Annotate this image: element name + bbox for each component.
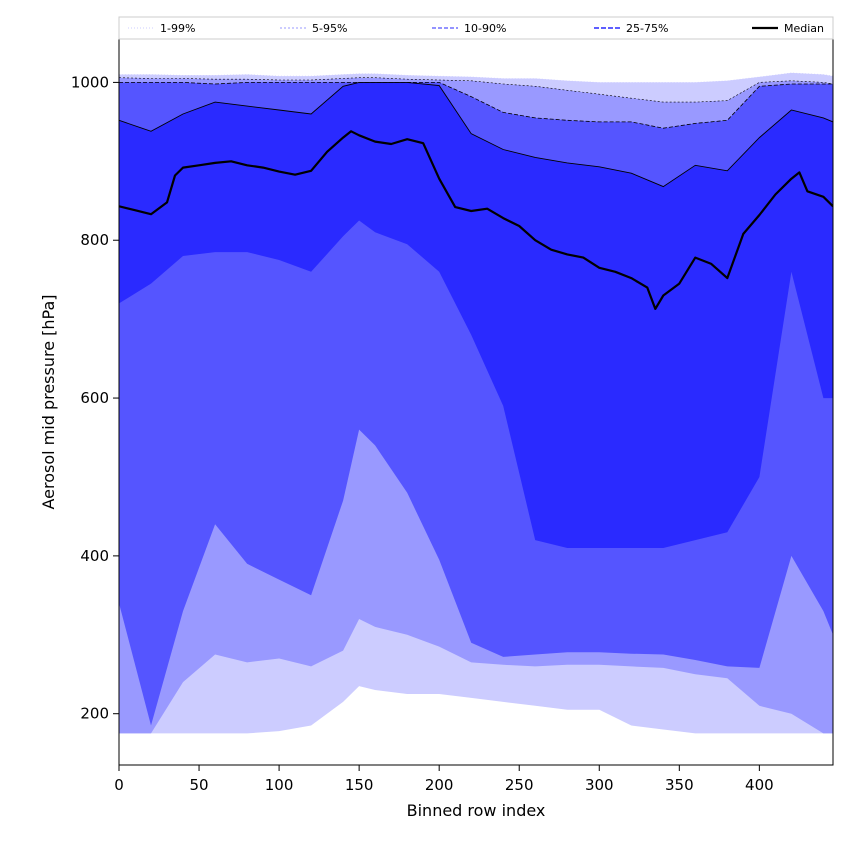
percentile-band-edges (119, 72, 833, 188)
legend-label-p1_99: 1-99% (160, 22, 195, 35)
x-tick-label: 150 (345, 776, 374, 794)
y-tick-label: 600 (80, 389, 109, 407)
x-tick-label: 50 (189, 776, 208, 794)
x-tick-label: 0 (114, 776, 124, 794)
median-layer (119, 130, 833, 310)
y-axis: 200 400 600 800 1000 (71, 73, 119, 723)
legend-label-p25_75: 25-75% (626, 22, 668, 35)
percentile-bands (119, 72, 833, 734)
x-tick-label: 100 (265, 776, 294, 794)
x-axis-label: Binned row index (407, 801, 546, 820)
x-tick-label: 350 (665, 776, 694, 794)
band-upper-edge-p10_90 (119, 82, 833, 129)
median-line (119, 130, 833, 310)
x-tick-label: 300 (585, 776, 614, 794)
x-tick-label: 250 (505, 776, 534, 794)
y-axis-label: Aerosol mid pressure [hPa] (39, 294, 58, 509)
y-tick-label: 1000 (71, 73, 109, 91)
y-tick-label: 800 (80, 231, 109, 249)
x-axis: 0 50 100 150 200 250 300 350 400 (114, 765, 774, 794)
legend-label-p10_90: 10-90% (464, 22, 506, 35)
legend-label-median: Median (784, 22, 824, 35)
band-upper-edge-p5_95 (119, 77, 833, 103)
legend-box (118, 16, 834, 40)
x-tick-label: 400 (745, 776, 774, 794)
legend: 1-99% 5-95% 10-90% 25-75% Median (118, 16, 834, 40)
band-p25_75 (119, 82, 833, 549)
y-tick-label: 200 (80, 705, 109, 723)
legend-label-p5_95: 5-95% (312, 22, 347, 35)
x-tick-label: 200 (425, 776, 454, 794)
band-upper-edge-p25_75 (119, 81, 833, 188)
y-tick-label: 400 (80, 547, 109, 565)
